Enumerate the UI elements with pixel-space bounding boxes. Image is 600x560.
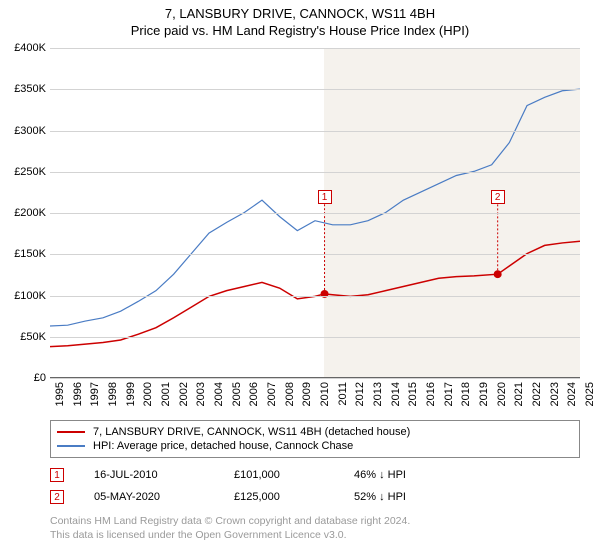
xtick-label: 2014 [390,382,402,406]
xtick-label: 2003 [195,382,207,406]
xtick-label: 2001 [160,382,172,406]
legend-swatch-property [57,431,85,433]
xtick-label: 2000 [142,382,154,406]
xtick-label: 2016 [425,382,437,406]
sale-delta-2: 52% ↓ HPI [354,491,474,503]
gridline-h [50,89,580,90]
ytick-label: £50K [20,331,46,343]
legend-label-property: 7, LANSBURY DRIVE, CANNOCK, WS11 4BH (de… [93,426,410,438]
gridline-h [50,337,580,338]
ytick-label: £150K [14,248,46,260]
ytick-label: £100K [14,290,46,302]
sale-price-2: £125,000 [234,491,354,503]
xtick-label: 2010 [319,382,331,406]
sales-row-2: 2 05-MAY-2020 £125,000 52% ↓ HPI [50,486,474,508]
plot-area: £0£50K£100K£150K£200K£250K£300K£350K£400… [50,48,580,378]
gridline-h [50,172,580,173]
xtick-label: 2006 [248,382,260,406]
sale-date-2: 05-MAY-2020 [94,491,234,503]
gridline-h [50,131,580,132]
xtick-label: 2019 [478,382,490,406]
legend-swatch-hpi [57,445,85,447]
legend-item-property: 7, LANSBURY DRIVE, CANNOCK, WS11 4BH (de… [57,425,573,439]
xtick-label: 2009 [301,382,313,406]
xtick-label: 1998 [107,382,119,406]
gridline-h [50,296,580,297]
xtick-label: 2025 [584,382,596,406]
xtick-label: 2005 [231,382,243,406]
footer-attribution: Contains HM Land Registry data © Crown c… [50,514,410,542]
xtick-label: 2004 [213,382,225,406]
sale-marker-2: 2 [50,490,64,504]
ytick-label: £0 [34,372,46,384]
xtick-label: 2023 [549,382,561,406]
xtick-label: 2018 [460,382,472,406]
sale-label-1: 1 [318,190,332,204]
gridline-h [50,378,580,379]
sale-delta-1: 46% ↓ HPI [354,469,474,481]
sale-date-1: 16-JUL-2010 [94,469,234,481]
gridline-h [50,213,580,214]
gridline-h [50,254,580,255]
xtick-label: 2017 [443,382,455,406]
ytick-label: £400K [14,42,46,54]
xtick-label: 2021 [513,382,525,406]
xtick-label: 2020 [496,382,508,406]
ytick-label: £200K [14,207,46,219]
xtick-label: 2011 [337,382,349,406]
sale-label-2: 2 [491,190,505,204]
sale-price-1: £101,000 [234,469,354,481]
xtick-label: 2013 [372,382,384,406]
xtick-label: 1995 [54,382,66,406]
xtick-label: 2007 [266,382,278,406]
footer-line-1: Contains HM Land Registry data © Crown c… [50,514,410,528]
sale-marker-1: 1 [50,468,64,482]
chart-container: 7, LANSBURY DRIVE, CANNOCK, WS11 4BH Pri… [0,0,600,560]
ytick-label: £300K [14,125,46,137]
footer-line-2: This data is licensed under the Open Gov… [50,528,410,542]
legend-item-hpi: HPI: Average price, detached house, Cann… [57,439,573,453]
xtick-label: 2024 [566,382,578,406]
xtick-label: 1999 [125,382,137,406]
chart-subtitle: Price paid vs. HM Land Registry's House … [0,21,600,42]
xtick-label: 2012 [354,382,366,406]
xtick-label: 1996 [72,382,84,406]
xtick-label: 2002 [178,382,190,406]
chart-title: 7, LANSBURY DRIVE, CANNOCK, WS11 4BH [0,0,600,21]
gridline-h [50,48,580,49]
series-line-property [50,241,580,346]
legend: 7, LANSBURY DRIVE, CANNOCK, WS11 4BH (de… [50,420,580,458]
sales-row-1: 1 16-JUL-2010 £101,000 46% ↓ HPI [50,464,474,486]
sales-table: 1 16-JUL-2010 £101,000 46% ↓ HPI 2 05-MA… [50,464,474,508]
xtick-label: 2008 [284,382,296,406]
ytick-label: £250K [14,166,46,178]
ytick-label: £350K [14,83,46,95]
xtick-label: 1997 [89,382,101,406]
xtick-label: 2015 [407,382,419,406]
xtick-label: 2022 [531,382,543,406]
legend-label-hpi: HPI: Average price, detached house, Cann… [93,440,353,452]
series-line-hpi [50,89,580,326]
